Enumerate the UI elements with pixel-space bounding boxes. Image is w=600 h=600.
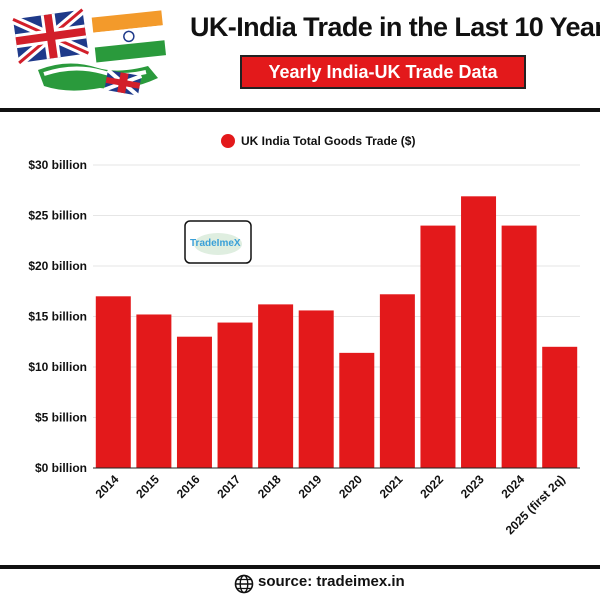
legend-marker [221,134,235,148]
x-tick-label: 2024 [498,472,527,501]
y-tick-label: $10 billion [28,360,87,374]
y-tick-label: $15 billion [28,310,87,324]
x-tick-label: 2021 [377,472,406,501]
bar-2024 [501,225,537,468]
bar-2019 [298,310,334,468]
legend-label: UK India Total Goods Trade ($) [241,134,415,148]
bar-2022 [420,225,456,468]
header: UK-India Trade in the Last 10 Years Year… [0,0,600,108]
x-axis-labels: 2014 2015 2016 2017 2018 2019 2020 2021 2022 2023… [93,472,568,537]
uk-india-handshake-flags-icon [11,8,166,98]
y-tick-label: $5 billion [35,411,87,425]
bar-2014 [95,296,131,468]
y-tick-label: $20 billion [28,259,87,273]
x-tick-label: 2018 [255,472,284,501]
y-tick-label: $0 billion [35,461,87,475]
y-axis-labels: $0 billion $5 billion $10 billion $15 billi… [28,158,87,475]
legend: UK India Total Goods Trade ($) [221,134,415,148]
bar-2016 [176,336,212,468]
top-divider [0,108,600,112]
bar-chart: $0 billion $5 billion $10 billion $15 billi… [28,134,580,537]
source-link[interactable]: source: tradeimex.in [258,573,405,590]
bars [95,196,578,468]
logo-text: TradeImeX [190,238,241,249]
y-tick-label: $30 billion [28,158,87,172]
bar-2023 [461,196,497,468]
x-tick-label: 2015 [133,472,162,501]
bar-2025 (first 2q) [542,346,578,468]
bottom-divider [0,565,600,569]
page-title: UK-India Trade in the Last 10 Years [190,12,600,42]
bar-2021 [379,294,415,468]
bar-2017 [217,322,253,468]
tradeimex-logo: TradeImeX [184,220,252,264]
x-tick-label: 2023 [458,472,487,501]
bar-2018 [258,304,294,468]
x-tick-label: 2019 [296,472,325,501]
x-tick-label: 2016 [174,472,203,501]
gridlines [93,164,580,418]
footer: source: tradeimex.in [0,570,600,598]
bar-2020 [339,352,375,468]
bar-2015 [136,314,172,468]
globe-icon [234,574,254,594]
x-tick-label: 2020 [336,472,365,501]
x-tick-label: 2017 [214,472,243,501]
subtitle-banner: Yearly India-UK Trade Data [240,55,526,89]
x-tick-label: 2014 [93,472,122,501]
y-tick-label: $25 billion [28,209,87,223]
x-tick-label: 2022 [417,472,446,501]
